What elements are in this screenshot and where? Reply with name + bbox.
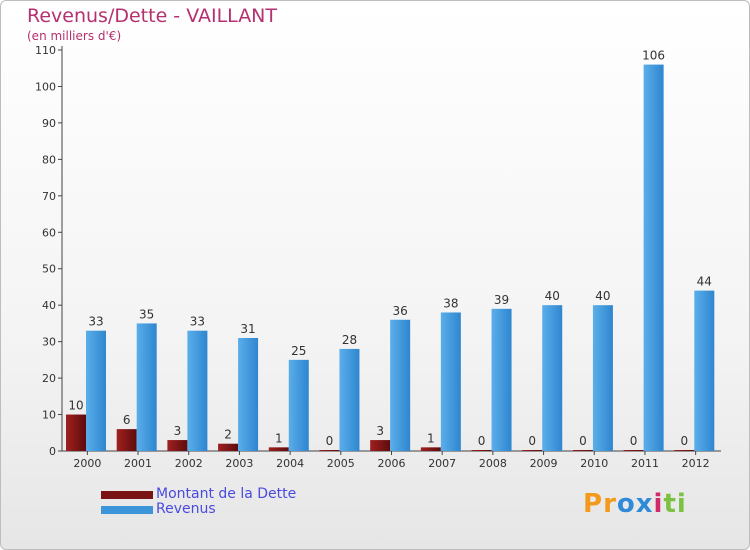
x-tick-label: 2009 — [530, 457, 558, 470]
bar-dette — [319, 450, 340, 451]
logo-letter: P — [583, 489, 604, 519]
y-tick-label: 70 — [42, 190, 56, 203]
chart-subtitle: (en milliers d'€) — [27, 29, 122, 43]
bar-dette — [572, 450, 593, 451]
proxiti-logo: Proxiti — [583, 489, 687, 519]
y-tick-label: 80 — [42, 153, 56, 166]
data-label-revenus: 33 — [190, 315, 205, 329]
logo-letter: o — [616, 489, 636, 519]
legend-label-revenus: Revenus — [156, 501, 216, 517]
y-tick-label: 10 — [42, 409, 56, 422]
bar-revenus — [694, 290, 715, 451]
data-label-dette: 1 — [427, 431, 435, 445]
data-label-dette: 6 — [123, 413, 131, 427]
data-label-dette: 0 — [680, 434, 688, 448]
bar-revenus — [390, 319, 411, 451]
data-label-dette: 2 — [224, 428, 232, 442]
data-label-revenus: 35 — [139, 307, 154, 321]
x-tick-label: 2005 — [327, 457, 355, 470]
data-label-revenus: 44 — [697, 275, 712, 289]
data-label-dette: 10 — [68, 399, 83, 413]
bar-dette — [370, 440, 391, 451]
data-label-revenus: 40 — [595, 289, 610, 303]
bar-dette — [471, 450, 492, 451]
bar-dette — [674, 450, 695, 451]
x-tick-label: 2011 — [631, 457, 659, 470]
bar-revenus — [136, 323, 157, 451]
x-tick-label: 2004 — [276, 457, 304, 470]
bar-dette — [167, 440, 188, 451]
logo-letter: t — [663, 489, 677, 519]
logo-letter: i — [653, 489, 664, 519]
data-label-revenus: 28 — [342, 333, 357, 347]
bar-dette — [218, 443, 239, 451]
data-label-revenus: 40 — [545, 289, 560, 303]
bar-revenus — [643, 64, 664, 451]
legend-swatch-dette — [101, 491, 153, 499]
bar-revenus — [592, 305, 613, 451]
bar-revenus — [238, 337, 259, 451]
data-label-revenus: 39 — [494, 293, 509, 307]
x-tick-label: 2012 — [682, 457, 710, 470]
data-label-dette: 1 — [275, 431, 283, 445]
bar-revenus — [86, 330, 106, 451]
logo-letter: x — [635, 489, 654, 519]
bar-dette — [623, 450, 644, 451]
y-tick-label: 60 — [42, 226, 56, 239]
x-tick-label: 2000 — [73, 457, 101, 470]
y-tick-label: 110 — [35, 44, 56, 57]
bar-revenus — [339, 348, 360, 451]
bar-revenus — [288, 359, 309, 451]
data-label-revenus: 38 — [443, 296, 458, 310]
bar-dette — [268, 447, 289, 451]
bar-revenus — [440, 312, 461, 451]
data-label-dette: 0 — [478, 434, 486, 448]
x-tick-label: 2001 — [124, 457, 152, 470]
data-label-revenus: 33 — [88, 315, 103, 329]
chart-title: Revenus/Dette - VAILLANT — [27, 5, 278, 27]
logo-letter: r — [603, 489, 617, 519]
bar-revenus — [491, 308, 512, 451]
x-tick-label: 2010 — [580, 457, 608, 470]
data-label-revenus: 36 — [393, 304, 408, 318]
data-label-dette: 0 — [326, 434, 334, 448]
bar-revenus — [187, 330, 208, 451]
data-label-revenus: 106 — [642, 49, 665, 63]
x-tick-label: 2003 — [225, 457, 253, 470]
data-label-dette: 0 — [630, 434, 638, 448]
y-tick-label: 90 — [42, 117, 56, 130]
bar-dette — [116, 429, 137, 451]
x-tick-label: 2008 — [479, 457, 507, 470]
y-tick-label: 100 — [35, 80, 56, 93]
bar-dette — [420, 447, 441, 451]
logo-letter: i — [676, 489, 687, 519]
x-tick-label: 2006 — [378, 457, 406, 470]
data-label-dette: 0 — [528, 434, 536, 448]
x-tick-label: 2007 — [428, 457, 456, 470]
y-tick-label: 0 — [49, 445, 56, 458]
data-label-revenus: 31 — [240, 322, 255, 336]
bar-revenus — [542, 305, 563, 451]
legend-label-dette: Montant de la Dette — [156, 486, 297, 502]
x-tick-label: 2002 — [175, 457, 203, 470]
y-tick-label: 30 — [42, 336, 56, 349]
data-label-revenus: 25 — [291, 344, 306, 358]
data-label-dette: 3 — [174, 424, 182, 438]
bar-dette — [522, 450, 543, 451]
data-label-dette: 0 — [579, 434, 587, 448]
y-tick-label: 50 — [42, 263, 56, 276]
y-tick-label: 40 — [42, 299, 56, 312]
data-label-dette: 3 — [376, 424, 384, 438]
bar-dette — [66, 414, 86, 451]
y-tick-label: 20 — [42, 372, 56, 385]
legend-swatch-revenus — [101, 506, 153, 514]
